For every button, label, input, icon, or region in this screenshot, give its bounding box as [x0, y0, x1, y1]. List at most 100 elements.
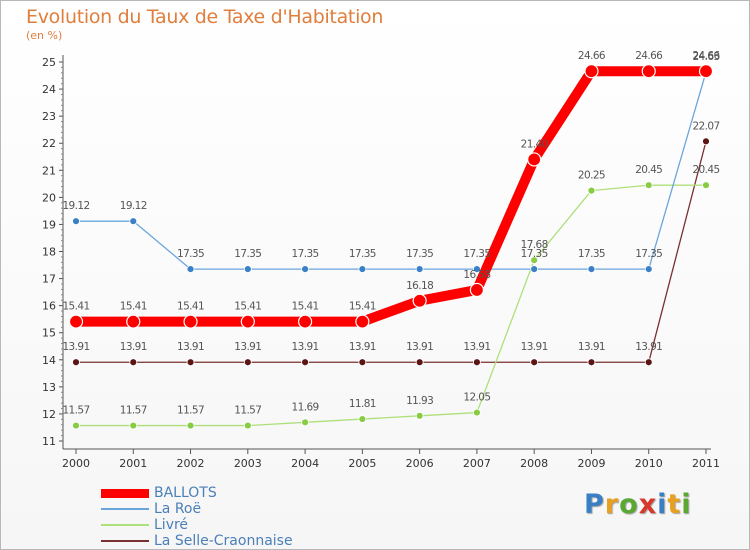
data-label: 19.12: [120, 200, 147, 212]
y-tick-label: 15: [42, 327, 56, 340]
series-group: [68, 64, 714, 430]
logo-letter: t: [667, 489, 682, 520]
x-tick-label: 2003: [234, 457, 262, 470]
data-point: [358, 415, 367, 423]
data-point: [72, 421, 80, 430]
y-tick-label: 24: [42, 83, 56, 96]
data-point: [412, 293, 427, 308]
data-point: [473, 408, 481, 417]
data-point: [186, 265, 195, 273]
data-label: 22.07: [692, 120, 719, 132]
data-point: [186, 358, 195, 367]
data-label: 15.41: [234, 301, 261, 313]
y-tick-label: 18: [42, 246, 56, 259]
y-tick-label: 20: [42, 191, 56, 204]
y-tick-label: 19: [42, 218, 56, 231]
data-point: [644, 181, 653, 190]
data-point: [129, 217, 138, 226]
chart-title: Evolution du Taux de Taxe d'Habitation: [26, 6, 384, 28]
x-tick-label: 2005: [348, 457, 376, 470]
series-line-ballots: [71, 66, 711, 327]
data-point: [587, 265, 596, 273]
logo-letter: x: [638, 489, 658, 520]
logo-letter: r: [604, 489, 620, 520]
data-point: [415, 265, 424, 273]
data-point: [301, 358, 309, 367]
data-label: 17.35: [635, 248, 662, 260]
x-tick-label: 2004: [291, 457, 319, 470]
data-point: [530, 256, 539, 265]
data-point: [415, 358, 424, 367]
data-label: 13.91: [349, 341, 376, 353]
data-point: [243, 421, 252, 430]
x-tick-label: 2009: [577, 457, 605, 470]
legend-label: Livré: [154, 517, 189, 533]
y-tick-label: 16: [42, 300, 56, 313]
y-tick-label: 11: [42, 435, 56, 448]
data-point: [473, 265, 481, 273]
data-label: 13.91: [234, 341, 261, 353]
data-label: 16.58: [463, 269, 490, 281]
data-label: 15.41: [177, 301, 204, 313]
y-tick-label: 12: [42, 408, 56, 421]
data-point: [698, 64, 714, 79]
data-label: 20.45: [692, 164, 719, 176]
data-label: 24.66: [635, 50, 663, 62]
data-label: 21.40: [521, 138, 548, 150]
data-point: [129, 421, 138, 430]
data-label: 17.35: [406, 248, 433, 260]
unit-label: (en %): [26, 29, 63, 42]
data-point: [72, 358, 80, 367]
data-label: 13.91: [62, 341, 89, 353]
x-tick-label: 2011: [692, 457, 720, 470]
data-point: [527, 152, 542, 167]
proxiti-logo: Proxiti: [584, 489, 692, 520]
legend-label: La Selle-Craonnaise: [154, 533, 293, 549]
data-label: 11.57: [120, 405, 147, 417]
data-point: [243, 358, 252, 367]
y-tick-label: 13: [42, 381, 56, 394]
data-point: [584, 64, 599, 79]
data-point: [243, 265, 252, 273]
data-labels: 15.41 15.41 15.41 15.41 15.41 15.41 16.18 16.58…: [62, 50, 721, 417]
data-label: 15.41: [62, 301, 89, 313]
data-label: 11.69: [292, 401, 319, 413]
data-label: 15.41: [349, 301, 376, 313]
logo-letter: i: [681, 489, 692, 520]
data-point: [469, 282, 485, 298]
data-point: [301, 418, 309, 427]
data-label: 13.91: [635, 341, 662, 353]
data-label: 11.81: [349, 398, 376, 410]
data-label: 17.35: [292, 248, 319, 260]
data-point: [530, 265, 539, 273]
data-point: [301, 265, 309, 273]
x-tick-label: 2007: [463, 457, 491, 470]
data-point: [68, 314, 84, 329]
y-tick-label: 14: [42, 354, 56, 367]
x-tick-label: 2006: [406, 457, 434, 470]
data-point: [587, 358, 596, 367]
data-label: 13.91: [406, 341, 433, 353]
legend-swatch: [101, 489, 149, 498]
data-point: [644, 265, 653, 273]
data-label: 20.45: [635, 164, 662, 176]
x-tick-label: 2010: [635, 457, 663, 470]
data-label: 17.35: [177, 248, 204, 260]
data-label: 15.41: [292, 301, 319, 313]
data-label: 17.68: [521, 239, 548, 251]
x-tick-label: 2001: [119, 457, 147, 470]
data-point: [183, 314, 198, 329]
data-point: [641, 64, 656, 79]
data-point: [530, 358, 539, 367]
y-tick-label: 25: [42, 56, 56, 69]
data-label: 16.18: [406, 280, 433, 292]
data-point: [358, 265, 367, 273]
data-label: 13.91: [292, 341, 319, 353]
data-label: 17.35: [578, 248, 605, 260]
data-label: 24.63: [692, 51, 719, 63]
data-point: [415, 411, 424, 420]
y-tick-label: 23: [42, 110, 56, 123]
logo-letter: o: [619, 489, 639, 520]
data-label: 17.35: [463, 248, 490, 260]
